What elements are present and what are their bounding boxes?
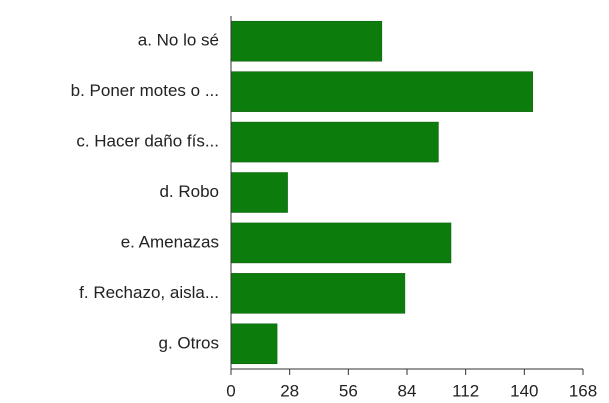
x-tick-label: 84 [398,381,417,400]
x-tick-label: 168 [569,381,597,400]
y-tick-label: f. Rechazo, aisla... [79,283,219,302]
x-tick-label: 112 [452,381,479,400]
bar [230,172,288,213]
bar [230,20,383,62]
bar [230,273,406,314]
bar [230,323,278,365]
x-tick-label: 56 [339,381,358,400]
x-tick-label: 0 [226,381,235,400]
y-tick-label: a. No lo sé [138,31,219,50]
y-tick-label: c. Hacer daño fís... [76,132,219,151]
x-tick-label: 140 [510,381,538,400]
x-tick-label: 28 [280,381,299,400]
y-tick-label: g. Otros [159,333,219,352]
y-tick-label: e. Amenazas [121,232,219,251]
bar [230,121,439,163]
bar [230,71,533,112]
y-tick-label: d. Robo [159,182,219,201]
bar [230,222,452,264]
y-tick-label: b. Poner motes o ... [71,81,219,100]
